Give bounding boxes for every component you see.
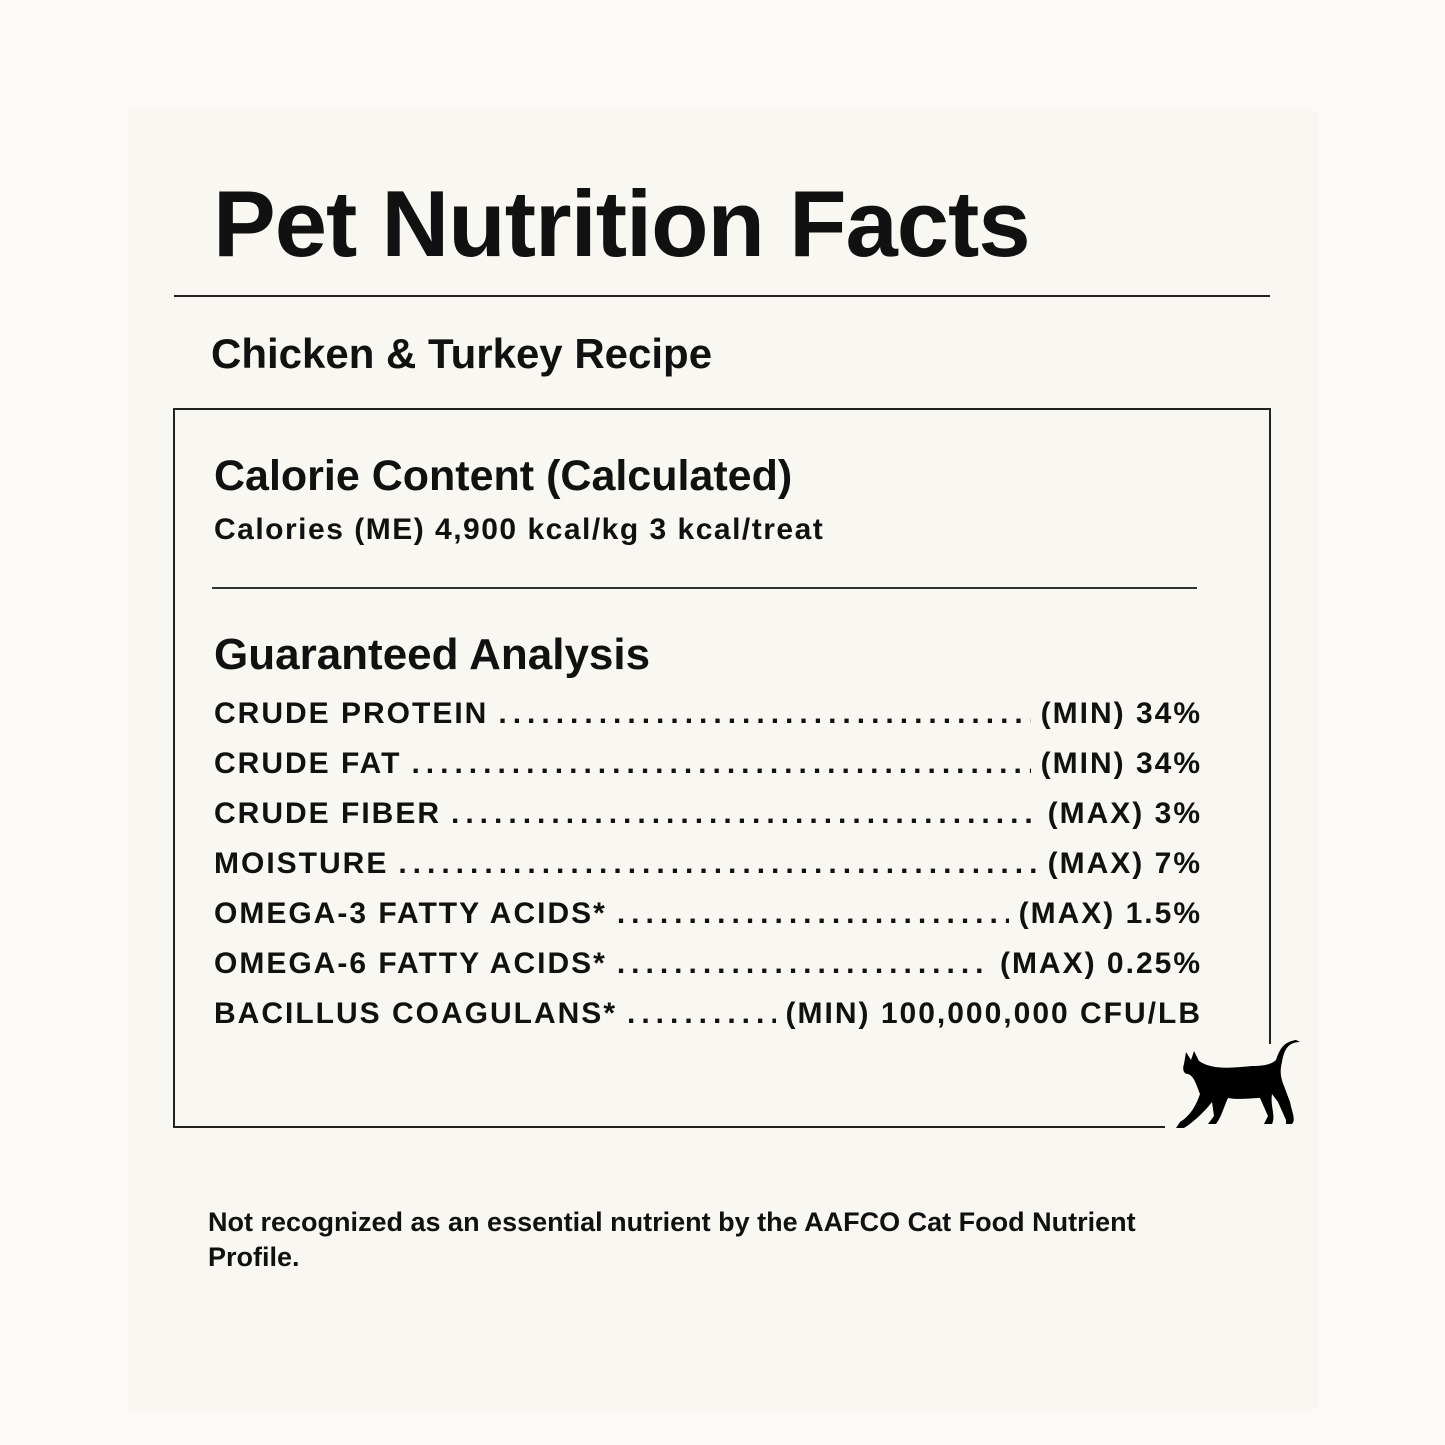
divider: [174, 295, 1270, 297]
nutrient-value: (MAX) 0.25%: [999, 947, 1202, 980]
nutrient-value: (MIN) 100,000,000 CFU/LB: [785, 997, 1202, 1030]
box-border-right: [1269, 408, 1271, 1044]
nutrient-label: CRUDE PROTEIN: [214, 697, 489, 730]
nutrient-value: (MAX) 7%: [1047, 847, 1202, 880]
analysis-row: MOISTURE................................…: [214, 847, 1202, 897]
leader-dots: ........................................…: [616, 947, 990, 980]
nutrient-label: MOISTURE: [214, 847, 389, 880]
nutrient-value: (MIN) 34%: [1040, 697, 1202, 730]
recipe-name: Chicken & Turkey Recipe: [211, 330, 713, 377]
nutrient-label: BACILLUS COAGULANS*: [214, 997, 617, 1030]
nutrient-value: (MIN) 34%: [1040, 747, 1202, 780]
nutrient-value: (MAX) 1.5%: [1018, 897, 1202, 930]
nutrient-label: CRUDE FAT: [214, 747, 402, 780]
leader-dots: ........................................…: [451, 797, 1038, 830]
leader-dots: ........................................…: [627, 997, 776, 1030]
nutrient-label: OMEGA-3 FATTY ACIDS*: [214, 897, 607, 930]
analysis-row: CRUDE FAT...............................…: [214, 747, 1202, 797]
analysis-table: CRUDE PROTEIN...........................…: [214, 697, 1202, 1047]
box-border-left: [173, 408, 175, 1128]
analysis-row: CRUDE PROTEIN...........................…: [214, 697, 1202, 747]
leader-dots: ........................................…: [498, 697, 1031, 730]
box-border-bottom: [173, 1126, 1165, 1128]
label-card: [128, 110, 1318, 1410]
analysis-row: CRUDE FIBER.............................…: [214, 797, 1202, 847]
analysis-row: OMEGA-3 FATTY ACIDS*....................…: [214, 897, 1202, 947]
analysis-heading: Guaranteed Analysis: [214, 630, 651, 679]
page-title: Pet Nutrition Facts: [213, 171, 1031, 276]
calorie-heading: Calorie Content (Calculated): [214, 452, 793, 500]
leader-dots: ........................................…: [398, 847, 1038, 880]
nutrient-label: CRUDE FIBER: [214, 797, 442, 830]
analysis-row: BACILLUS COAGULANS*.....................…: [214, 997, 1202, 1047]
nutrient-label: OMEGA-6 FATTY ACIDS*: [214, 947, 607, 980]
walking-cat-icon: [1176, 1040, 1300, 1128]
analysis-row: OMEGA-6 FATTY ACIDS*....................…: [214, 947, 1202, 997]
footnote: Not recognized as an essential nutrient …: [208, 1207, 1136, 1272]
nutrient-value: (MAX) 3%: [1047, 797, 1202, 830]
divider: [212, 587, 1197, 589]
leader-dots: ........................................…: [616, 897, 1009, 930]
calorie-text: Calories (ME) 4,900 kcal/kg 3 kcal/treat: [214, 513, 825, 546]
leader-dots: ........................................…: [411, 747, 1030, 780]
box-border-top: [173, 408, 1271, 410]
